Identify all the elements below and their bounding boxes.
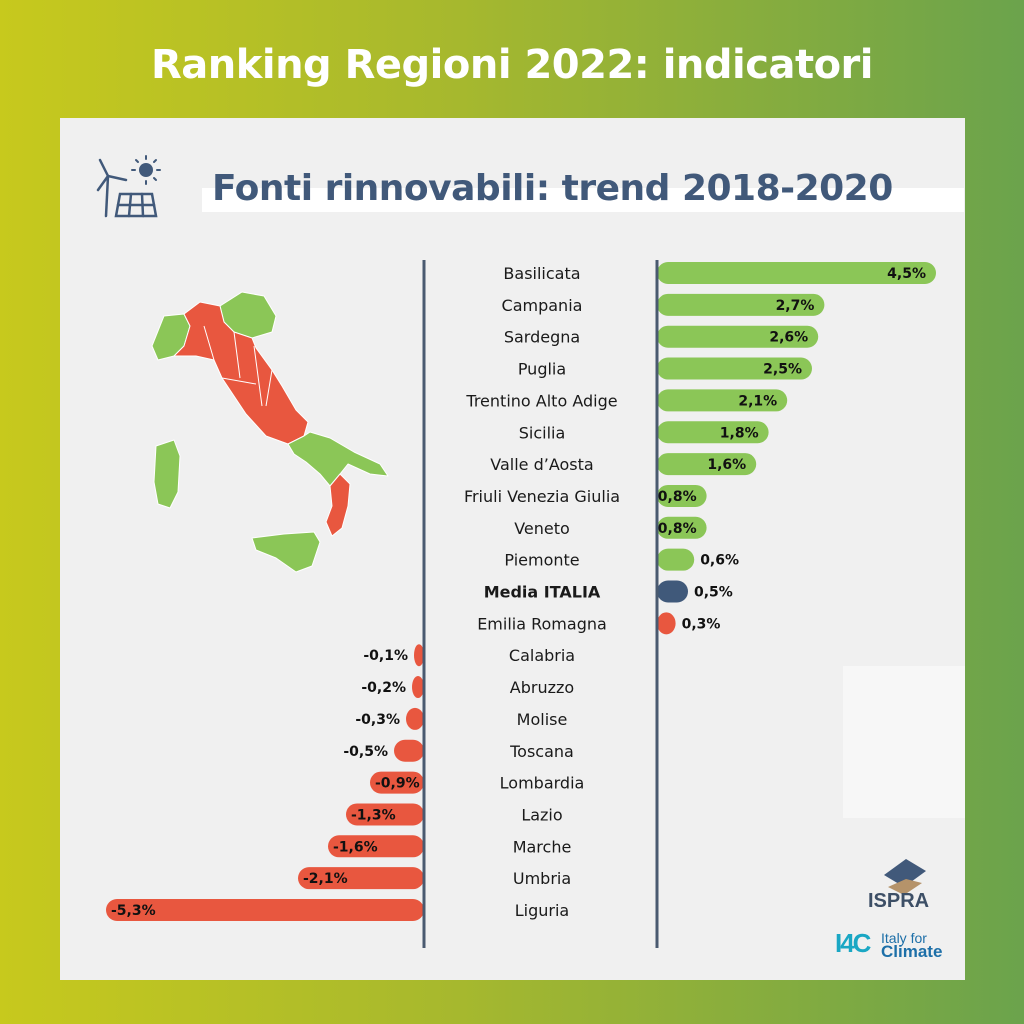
data-label: -0,2% bbox=[361, 680, 406, 696]
bar bbox=[657, 357, 812, 380]
data-label: -1,6% bbox=[333, 839, 378, 855]
bar bbox=[657, 612, 676, 635]
data-label: 0,3% bbox=[682, 616, 721, 632]
data-label: 2,5% bbox=[763, 362, 802, 378]
i4c-logo: I4C Italy for Climate bbox=[835, 928, 942, 960]
category-label: Friuli Venezia Giulia bbox=[464, 487, 620, 506]
bar bbox=[394, 739, 424, 762]
bar bbox=[657, 325, 819, 348]
bar-chart: 4,5% Basilicata 2,7% Campania 2,6% Sardegna 2,… bbox=[106, 260, 936, 948]
ispra-logo bbox=[884, 859, 926, 895]
title-underline bbox=[202, 188, 964, 212]
category-label: Umbria bbox=[513, 869, 571, 888]
data-label: 2,7% bbox=[776, 298, 815, 314]
data-label: -0,1% bbox=[363, 648, 408, 664]
bar bbox=[657, 389, 788, 412]
category-label: Calabria bbox=[509, 646, 575, 665]
category-label: Trentino Alto Adige bbox=[465, 391, 617, 410]
category-label: Sardegna bbox=[504, 328, 580, 347]
map-region-green bbox=[287, 431, 389, 487]
category-label: Toscana bbox=[509, 742, 574, 761]
category-label: Sicilia bbox=[519, 423, 566, 442]
category-label: Valle d’Aosta bbox=[490, 455, 593, 474]
chart-title: Fonti rinnovabili: trend 2018-2020 bbox=[212, 168, 893, 209]
bar bbox=[370, 771, 424, 794]
category-label: Marche bbox=[513, 837, 572, 856]
data-label: -0,5% bbox=[343, 744, 388, 760]
data-label: -0,9% bbox=[375, 776, 420, 792]
i4c-mark: I4C bbox=[835, 928, 871, 958]
data-label: -1,3% bbox=[351, 807, 396, 823]
category-label: Puglia bbox=[518, 360, 566, 379]
category-label: Liguria bbox=[515, 901, 569, 920]
category-label: Basilicata bbox=[503, 264, 580, 283]
bar bbox=[414, 644, 424, 667]
data-label: -0,3% bbox=[355, 712, 400, 728]
wind-turbine-icon bbox=[96, 158, 128, 218]
i4c-line1: Italy for bbox=[881, 930, 927, 946]
bar bbox=[346, 803, 424, 826]
data-label: 0,5% bbox=[694, 585, 733, 601]
bar bbox=[657, 516, 707, 539]
data-label: 0,6% bbox=[700, 553, 739, 569]
bar bbox=[412, 676, 424, 699]
data-label: -2,1% bbox=[303, 871, 348, 887]
category-label: Emilia Romagna bbox=[477, 614, 607, 633]
bar bbox=[657, 484, 707, 507]
data-label: 2,1% bbox=[738, 393, 777, 409]
solar-panel-icon bbox=[114, 192, 158, 218]
bar bbox=[657, 580, 688, 603]
category-label: Piemonte bbox=[504, 551, 579, 570]
map-region-green bbox=[153, 439, 181, 509]
i4c-line2: Climate bbox=[881, 942, 943, 961]
data-label: -5,3% bbox=[111, 903, 156, 919]
category-label: Lazio bbox=[521, 805, 562, 824]
data-label: 0,8% bbox=[658, 489, 697, 505]
renewable-energy-icon bbox=[96, 155, 161, 218]
data-label: 1,8% bbox=[720, 425, 759, 441]
category-label: Lombardia bbox=[500, 774, 585, 793]
bar bbox=[106, 899, 424, 921]
bar bbox=[657, 453, 757, 476]
map-region-green bbox=[251, 531, 321, 573]
category-label: Molise bbox=[517, 710, 568, 729]
data-label: 2,6% bbox=[769, 330, 808, 346]
sun-icon bbox=[131, 155, 161, 185]
category-label: Campania bbox=[502, 296, 583, 315]
ispra-label: ISPRA bbox=[868, 890, 930, 912]
data-label: 0,8% bbox=[658, 521, 697, 537]
bar bbox=[657, 421, 769, 444]
category-label: Veneto bbox=[514, 519, 570, 538]
main-title: Ranking Regioni 2022: indicatori bbox=[150, 42, 874, 88]
bar bbox=[406, 707, 424, 730]
map-region-red bbox=[325, 473, 351, 537]
bar bbox=[657, 262, 936, 284]
bar bbox=[657, 293, 825, 316]
chart-card: Fonti rinnovabili: trend 2018-2020 bbox=[60, 118, 965, 980]
category-label: Abruzzo bbox=[510, 678, 574, 697]
blank-panel bbox=[843, 666, 965, 818]
category-label: Media ITALIA bbox=[484, 583, 601, 602]
bar bbox=[328, 835, 424, 858]
bar bbox=[298, 867, 424, 890]
italy-map bbox=[151, 291, 389, 573]
bar bbox=[657, 548, 695, 571]
data-label: 4,5% bbox=[887, 266, 926, 282]
data-label: 1,6% bbox=[707, 457, 746, 473]
